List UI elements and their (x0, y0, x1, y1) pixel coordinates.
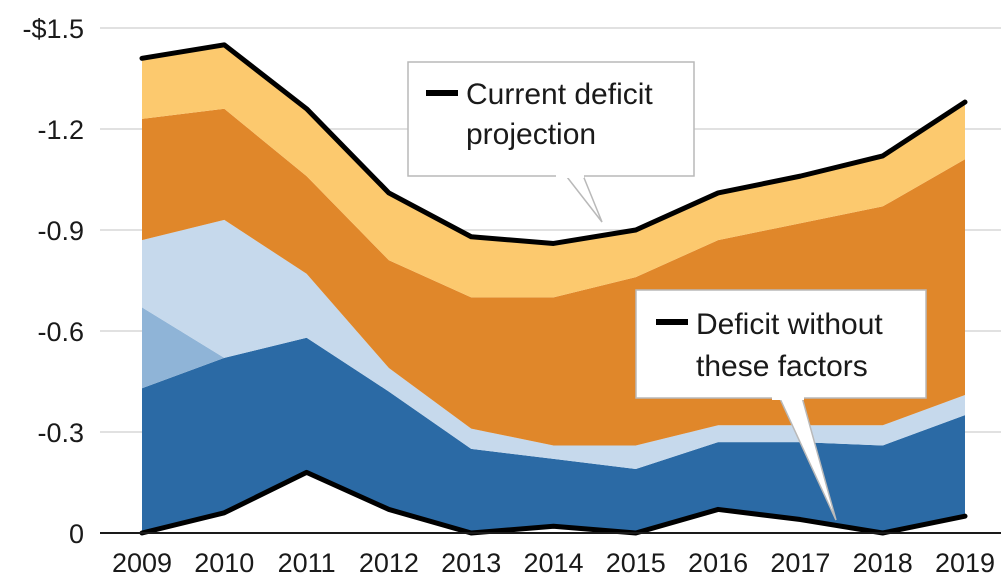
area-band-3 (142, 219, 965, 470)
series-line-1 (139, 42, 968, 246)
y-tick-label: -0.6 (37, 317, 84, 347)
annotation-current-deficit: Current deficit projection (407, 61, 695, 223)
axes: 0 -0.3 -0.6 -0.9 -1.2 -$1.5 2009 2010 2011 2012 20… (22, 14, 1001, 578)
x-tick-label: 2018 (853, 548, 913, 578)
x-tick-label: 2012 (359, 548, 419, 578)
y-tick-label: -0.9 (37, 216, 84, 246)
annotation-line-2: these factors (696, 350, 868, 383)
annotation-box (407, 61, 695, 177)
annotation-box (635, 289, 927, 399)
annotation-line-1: Current deficit (466, 78, 653, 111)
x-tick-label: 2016 (688, 548, 748, 578)
x-tick-label: 2011 (278, 548, 336, 578)
annotation-deficit-without-factors: Deficit without these factors (635, 289, 927, 521)
series-lines (139, 42, 968, 536)
x-tick-label: 2013 (441, 548, 501, 578)
annotation-line-1: Deficit without (696, 308, 883, 341)
y-tick-label: -0.3 (37, 418, 84, 448)
y-tick-label: 0 (69, 519, 84, 549)
x-tick-label: 2014 (523, 548, 583, 578)
x-tick-label: 2010 (194, 548, 254, 578)
x-tick-label: 2017 (770, 548, 830, 578)
series-line-2 (139, 469, 968, 536)
area-band-1 (142, 337, 965, 533)
x-tick-label: 2015 (606, 548, 666, 578)
annotation-line-2: projection (466, 118, 596, 151)
y-tick-label: -1.2 (37, 115, 84, 145)
x-tick-label: 2019 (935, 548, 995, 578)
area-band-5 (142, 44, 965, 298)
y-tick-label: -$1.5 (22, 14, 84, 44)
x-tick-label: 2009 (112, 548, 172, 578)
